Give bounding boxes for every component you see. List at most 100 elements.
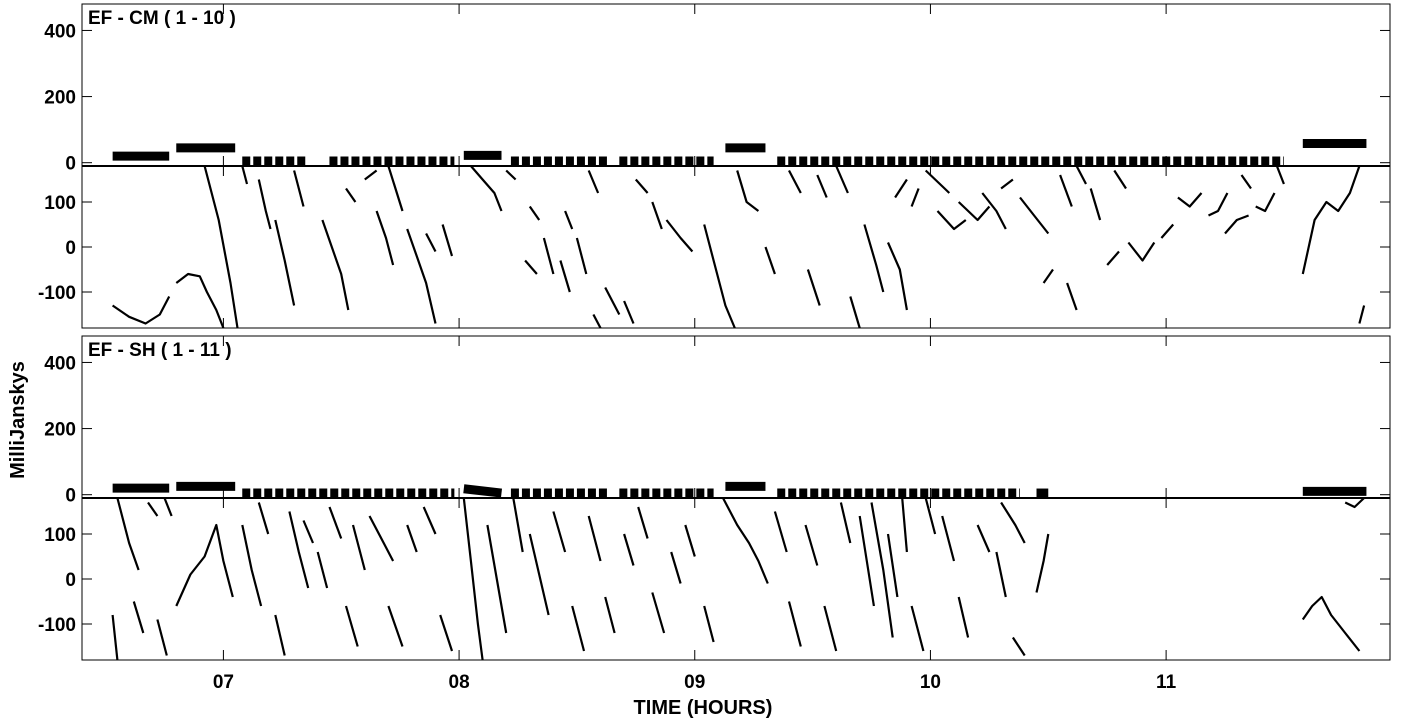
phase-segment [512, 497, 524, 553]
phase-segment [592, 313, 602, 329]
phase-tick-label: -100 [38, 615, 76, 636]
phase-segment [722, 497, 769, 584]
phase-segment [1127, 241, 1156, 262]
phase-segment [257, 502, 270, 535]
phase-segment [175, 523, 234, 607]
phase-segment [665, 219, 694, 253]
phase-segment [623, 300, 635, 324]
phase-segment [849, 296, 861, 329]
phase-segment [587, 515, 602, 562]
phase-segment [651, 592, 666, 634]
phase-segment [274, 614, 286, 656]
phase-segment [571, 605, 586, 652]
phase-segment [637, 506, 649, 539]
phase-segment [816, 174, 828, 198]
phase-segment [462, 497, 484, 661]
phase-segment [505, 169, 517, 181]
phase-segment [368, 515, 395, 562]
phase-segment [684, 524, 696, 557]
panel-title: EF - SH ( 1 - 11 ) [88, 340, 232, 361]
phase-segment [773, 511, 788, 553]
phase-segment [439, 614, 454, 652]
x-tick-label: 11 [1156, 672, 1177, 693]
phase-segment [163, 497, 173, 517]
phase-segment [116, 497, 140, 571]
panel-1: 400 200 0 100 0 -100 EF - CM ( 1 - 10 ) [38, 3, 1391, 329]
phase-segment [111, 295, 171, 325]
phase-segment [670, 551, 682, 584]
phase-segment [981, 192, 1007, 230]
phase-segment [1240, 174, 1252, 190]
phase-segment [910, 188, 920, 207]
phase-segment [1075, 165, 1087, 185]
phase-segment [344, 605, 359, 647]
amplitude-segment [463, 484, 503, 498]
phase-tick-label: 100 [44, 525, 76, 546]
phase-segment [787, 601, 802, 647]
phase-segment [328, 506, 343, 539]
phase-segment [886, 242, 908, 311]
phase-segment [604, 286, 621, 316]
phase-segment [886, 533, 899, 598]
y-axis-label: MilliJanskys [7, 361, 29, 479]
phase-segment [1275, 165, 1285, 185]
phase-segment [559, 260, 571, 293]
phase-segment [1358, 305, 1366, 324]
amp-tick-label: 200 [44, 88, 76, 109]
phase-segment [804, 524, 819, 566]
phase-segment [1160, 223, 1175, 239]
phase-segment [241, 524, 263, 607]
phase-segment [316, 551, 329, 589]
phase-tick-label: 100 [44, 193, 76, 214]
phase-segment [995, 551, 1007, 598]
amp-tick-label: 0 [65, 154, 76, 175]
phase-segment [924, 497, 937, 535]
x-tick-label: 10 [920, 672, 941, 693]
phase-segment [623, 533, 635, 566]
phase-segment [387, 165, 404, 212]
phase-segment [156, 619, 168, 656]
phase-segment [1019, 196, 1050, 235]
phase-segment [1000, 501, 1026, 544]
phase-segment [575, 237, 588, 275]
phase-segment [1344, 497, 1365, 509]
phase-segment [1042, 268, 1054, 284]
phase-segment [175, 272, 225, 329]
phase-segment [425, 232, 437, 253]
phase-segment [823, 605, 838, 652]
phase-segment [387, 605, 404, 647]
phase-segment [132, 601, 145, 634]
phase-segment [1113, 169, 1127, 190]
phase-segment [1255, 192, 1276, 213]
amp-tick-label: 200 [44, 420, 76, 441]
phase-segment [924, 169, 951, 194]
phase-segment [542, 237, 555, 275]
phase-segment [345, 187, 357, 203]
phase-segment [764, 246, 776, 275]
phase-segment [528, 205, 541, 221]
phase-segment [863, 224, 885, 293]
phase-segment [604, 596, 616, 634]
phase-segment [364, 169, 378, 181]
phase-tick-label: 0 [65, 570, 76, 591]
phase-segment [1177, 192, 1203, 208]
phase-segment [976, 524, 991, 553]
phase-segment [302, 520, 315, 544]
phase-segment [634, 178, 649, 194]
phase-segment [901, 497, 908, 553]
phase-segment [957, 201, 991, 222]
phase-segment [703, 605, 715, 643]
phase-segment [703, 224, 736, 329]
phase-segment [788, 169, 802, 194]
phase-segment [839, 502, 852, 544]
phase-segment [1301, 165, 1361, 275]
phase-segment [406, 228, 437, 324]
phase-segment [288, 511, 310, 589]
phase-segment [1035, 533, 1050, 593]
phase-segment [274, 219, 296, 306]
panel-title: EF - CM ( 1 - 10 ) [88, 8, 236, 29]
phase-segment [406, 524, 418, 553]
phase-segment [1000, 178, 1014, 190]
phase-segment [564, 210, 574, 230]
